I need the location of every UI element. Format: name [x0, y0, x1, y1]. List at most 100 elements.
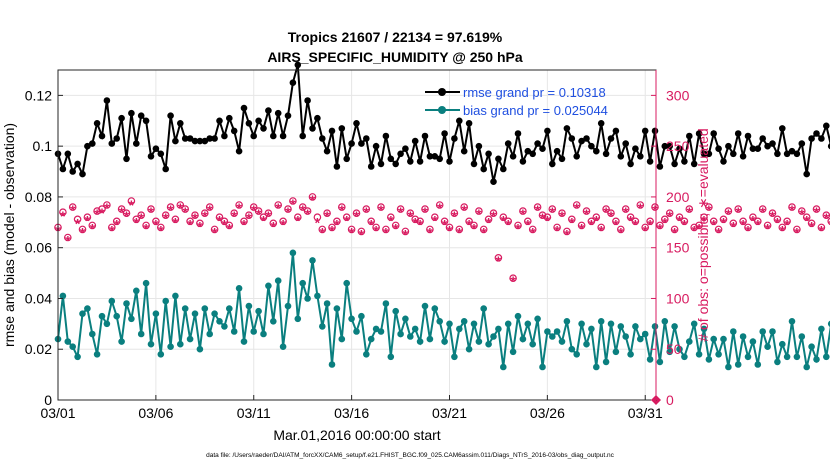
evaluated-obs-point: * — [735, 204, 741, 220]
possible-obs-point — [685, 205, 694, 213]
bias-point — [827, 320, 830, 327]
rmse-point — [632, 145, 639, 152]
bias-point — [411, 325, 419, 333]
right-tick-label: 300 — [666, 87, 690, 103]
bias-point — [764, 343, 771, 351]
evaluated-obs-point: * — [393, 220, 399, 236]
bias-point — [632, 323, 639, 330]
bias-point — [808, 343, 815, 351]
possible-obs-point — [675, 213, 684, 222]
evaluated-obs-point: * — [628, 212, 634, 228]
right-tick-label: 0 — [666, 392, 674, 408]
rmse-line — [57, 64, 830, 182]
possible-obs-point — [196, 219, 204, 228]
rmse-point — [460, 147, 468, 155]
rmse-point — [402, 145, 409, 152]
evaluated-obs-point: * — [716, 224, 722, 240]
left-axis-label: rmse and bias (model - observation) — [1, 123, 17, 347]
bias-point — [407, 333, 414, 340]
evaluated-obs-point: * — [212, 224, 218, 240]
evaluated-obs-point: * — [554, 222, 560, 238]
evaluated-obs-point: * — [60, 208, 66, 224]
rmse-point — [504, 140, 512, 147]
left-tick-label: 0.02 — [25, 341, 52, 357]
evaluated-obs-point: * — [187, 216, 193, 232]
rmse-point — [74, 160, 81, 168]
bias-point — [289, 249, 297, 257]
rmse-point — [739, 153, 747, 160]
evaluated-obs-point: * — [417, 216, 423, 232]
rmse-point — [323, 147, 331, 155]
possible-obs-point — [484, 215, 493, 224]
evaluated-obs-point: * — [794, 224, 800, 240]
possible-obs-point — [793, 225, 801, 234]
bias-point — [333, 305, 341, 312]
bias-point — [725, 363, 732, 371]
possible-obs-point — [602, 205, 610, 213]
evaluated-obs-point: * — [598, 222, 604, 238]
rmse-point — [221, 132, 228, 140]
possible-obs-point — [176, 201, 185, 209]
evaluated-obs-point: * — [217, 212, 223, 228]
evaluated-obs-point: * — [403, 227, 409, 243]
evaluated-obs-point: * — [471, 220, 477, 236]
evaluated-obs-point: * — [334, 216, 340, 232]
legend-rmse-marker — [438, 88, 446, 96]
bias-point — [255, 307, 262, 315]
bias-point — [79, 310, 86, 318]
evaluated-obs-point: * — [398, 204, 404, 220]
left-tick-label: 0.12 — [25, 87, 52, 103]
bias-point — [167, 343, 174, 351]
bias-point — [421, 302, 429, 310]
bias-point — [147, 340, 155, 348]
bias-point — [392, 307, 400, 315]
rmse-point — [358, 140, 365, 147]
evaluated-obs-point: * — [824, 210, 830, 226]
evaluated-obs-point: * — [682, 216, 688, 232]
rmse-point — [103, 97, 111, 104]
evaluated-obs-point: * — [285, 204, 291, 220]
possible-obs-point — [83, 213, 92, 222]
bias-point — [534, 315, 541, 323]
rmse-point — [211, 135, 218, 142]
possible-obs-point — [440, 217, 449, 226]
bias-point — [226, 305, 233, 312]
rmse-point — [607, 135, 615, 142]
rmse-point — [181, 135, 189, 142]
evaluated-obs-point: * — [119, 204, 125, 220]
evaluated-obs-point: * — [662, 214, 668, 230]
bias-point — [544, 328, 551, 335]
possible-obs-point — [264, 209, 273, 218]
evaluated-obs-point: * — [231, 208, 237, 224]
evaluated-obs-point: * — [378, 202, 384, 218]
possible-obs-point — [660, 215, 669, 224]
possible-obs-point — [122, 209, 131, 218]
rmse-point — [157, 150, 165, 158]
bias-point — [196, 345, 204, 353]
bias-point — [152, 310, 160, 318]
bias-point — [177, 340, 184, 348]
rmse-point — [333, 163, 341, 170]
evaluated-obs-point: * — [163, 210, 169, 226]
possible-obs-point — [323, 209, 331, 218]
evaluated-obs-point: * — [486, 214, 492, 230]
rmse-point — [260, 125, 267, 132]
possible-obs-point — [220, 217, 229, 226]
possible-obs-point — [499, 213, 508, 222]
possible-obs-point — [416, 217, 424, 226]
bias-point — [495, 325, 502, 333]
bias-point — [348, 315, 355, 323]
possible-obs-point — [254, 207, 263, 215]
possible-obs-point — [514, 221, 522, 230]
bias-point — [451, 353, 458, 361]
bias-point — [201, 305, 209, 312]
evaluated-obs-point: * — [290, 196, 296, 212]
evaluated-obs-point: * — [324, 208, 330, 224]
legend-bias-marker — [438, 106, 446, 114]
evaluated-obs-point: * — [452, 208, 458, 224]
evaluated-obs-point: * — [770, 208, 776, 224]
evaluated-obs-point: * — [275, 200, 281, 216]
possible-obs-point — [690, 223, 699, 232]
rmse-point — [137, 112, 145, 119]
possible-obs-point — [807, 219, 816, 228]
